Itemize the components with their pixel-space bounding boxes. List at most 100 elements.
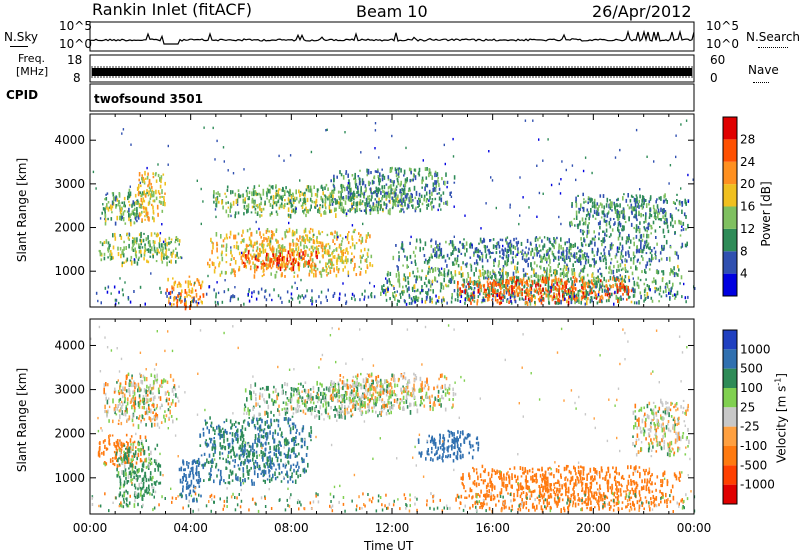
- range-cell: [286, 264, 289, 268]
- range-cell: [344, 251, 347, 254]
- range-cell: [378, 197, 380, 202]
- range-cell: [514, 280, 516, 283]
- range-cell: [109, 257, 112, 261]
- range-cell: [519, 176, 521, 179]
- range-cell: [262, 193, 265, 196]
- range-cell: [503, 295, 506, 299]
- range-cell: [290, 248, 293, 253]
- range-cell: [311, 200, 313, 204]
- range-cell: [543, 270, 546, 274]
- range-cell: [231, 268, 233, 274]
- range-cell: [283, 263, 285, 268]
- range-cell: [450, 274, 453, 277]
- range-cell: [406, 207, 408, 210]
- range-cell: [172, 286, 175, 292]
- range-cell: [577, 299, 579, 303]
- range-cell: [156, 252, 158, 256]
- range-cell: [126, 491, 129, 495]
- range-cell: [274, 196, 277, 199]
- range-cell: [141, 218, 143, 223]
- range-cell: [254, 253, 256, 257]
- range-cell: [598, 290, 600, 294]
- range-cell: [385, 206, 388, 210]
- range-cell: [649, 263, 652, 266]
- range-cell: [542, 256, 545, 260]
- range-cell: [123, 210, 126, 213]
- range-cell: [396, 302, 398, 306]
- range-cell: [431, 297, 433, 301]
- range-cell: [143, 493, 145, 497]
- range-cell: [119, 234, 121, 237]
- range-cell: [237, 189, 240, 193]
- range-cell: [277, 244, 280, 249]
- range-cell: [646, 233, 648, 239]
- range-cell: [187, 280, 189, 285]
- range-cell: [270, 272, 272, 276]
- range-cell: [224, 192, 226, 195]
- range-cell: [415, 289, 417, 293]
- range-cell: [358, 208, 361, 212]
- range-cell: [587, 281, 589, 285]
- range-cell: [638, 199, 640, 203]
- range-cell: [273, 233, 275, 237]
- range-cell: [583, 238, 586, 243]
- range-cell: [251, 255, 253, 260]
- range-cell: [479, 292, 481, 296]
- range-cell: [490, 252, 493, 254]
- range-cell: [665, 288, 667, 293]
- range-cell: [314, 193, 317, 197]
- range-cell: [502, 299, 504, 302]
- range-cell: [574, 224, 576, 227]
- range-cell: [312, 234, 314, 239]
- range-cell: [366, 264, 369, 269]
- range-cell: [313, 185, 315, 189]
- range-cell: [587, 285, 589, 289]
- range-cell: [341, 188, 344, 193]
- range-cell: [438, 203, 441, 208]
- range-cell: [639, 261, 641, 265]
- range-cell: [253, 264, 256, 267]
- range-cell: [119, 475, 121, 479]
- range-cell: [218, 193, 221, 197]
- range-cell: [661, 247, 663, 251]
- range-cell: [470, 293, 472, 297]
- range-cell: [310, 299, 312, 302]
- range-cell: [627, 285, 629, 290]
- range-cell: [352, 202, 355, 206]
- range-cell: [360, 151, 362, 154]
- range-cell: [136, 186, 139, 191]
- range-cell: [583, 283, 585, 287]
- range-cell: [581, 268, 584, 273]
- range-cell: [595, 260, 597, 264]
- range-cell: [320, 270, 322, 276]
- range-cell: [378, 181, 381, 186]
- range-cell: [567, 277, 570, 281]
- range-cell: [164, 246, 167, 250]
- range-cell: [116, 464, 119, 469]
- range-cell: [666, 257, 668, 261]
- range-cell: [319, 241, 322, 245]
- range-cell: [338, 201, 341, 206]
- range-cell: [500, 277, 502, 281]
- range-cell: [128, 501, 131, 505]
- range-cell: [351, 292, 354, 296]
- range-cell: [431, 279, 434, 284]
- range-cell: [126, 446, 128, 450]
- range-cell: [440, 247, 443, 253]
- range-cell: [416, 267, 419, 270]
- range-cell: [586, 292, 588, 296]
- range-cell: [656, 204, 659, 208]
- range-cell: [244, 200, 246, 204]
- range-cell: [175, 417, 178, 421]
- range-cell: [523, 298, 525, 301]
- range-cell: [522, 196, 524, 199]
- range-cell: [632, 257, 635, 260]
- range-cell: [344, 293, 346, 297]
- range-cell: [196, 179, 198, 182]
- range-cell: [303, 244, 305, 250]
- range-cell: [148, 453, 150, 457]
- range-cell: [454, 257, 456, 262]
- range-cell: [292, 201, 295, 205]
- range-cell: [243, 168, 245, 171]
- range-cell: [118, 200, 120, 203]
